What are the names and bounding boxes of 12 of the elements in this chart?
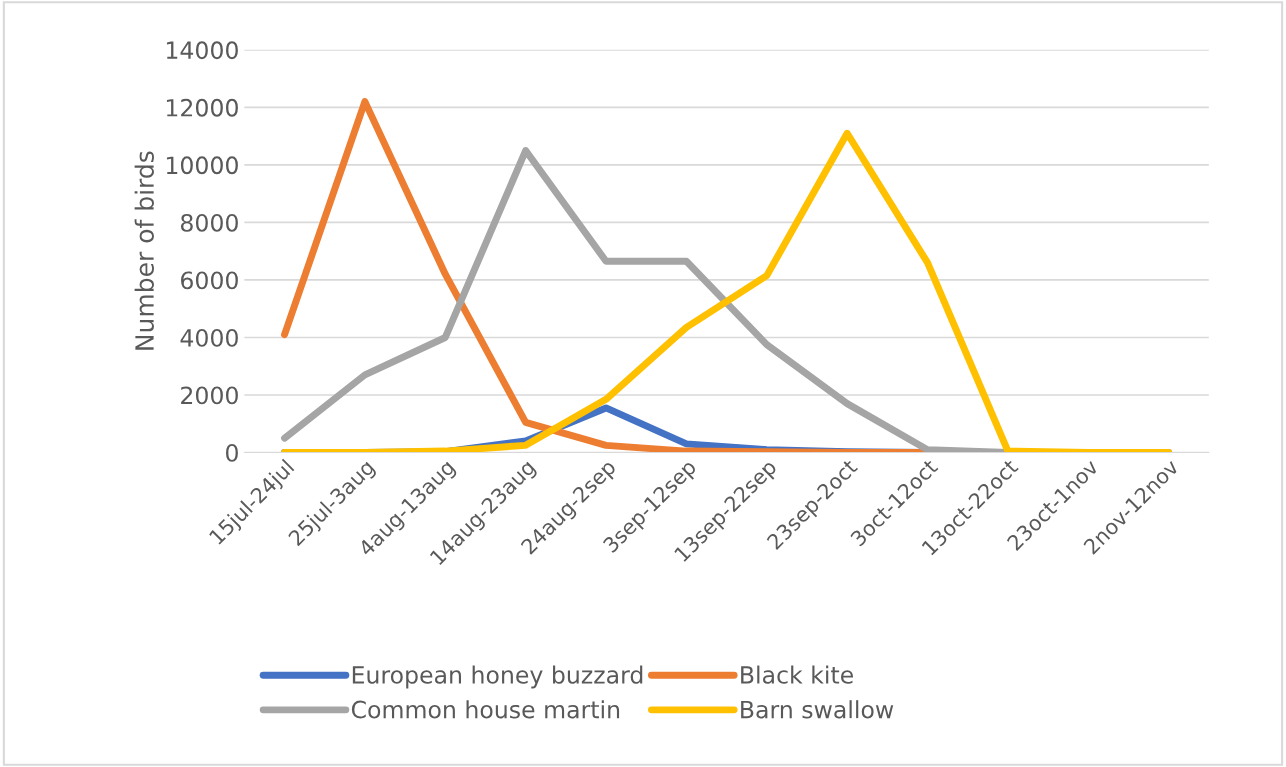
y-tick-label: 14000 xyxy=(166,41,238,60)
y-tick-label: 4000 xyxy=(180,328,238,347)
y-axis-title: Number of birds xyxy=(134,151,154,350)
y-tick-label: 12000 xyxy=(166,98,238,117)
legend-label: Barn swallow xyxy=(741,700,894,719)
legend-label: Common house martin xyxy=(351,700,620,719)
legend-label: Black kite xyxy=(741,665,853,684)
y-tick-label: 2000 xyxy=(181,386,238,405)
y-tick-label: 10000 xyxy=(166,156,238,175)
legend-label: European honey buzzard xyxy=(352,665,643,689)
y-tick-label: 8000 xyxy=(180,213,238,232)
y-tick-label: 6000 xyxy=(181,271,238,290)
